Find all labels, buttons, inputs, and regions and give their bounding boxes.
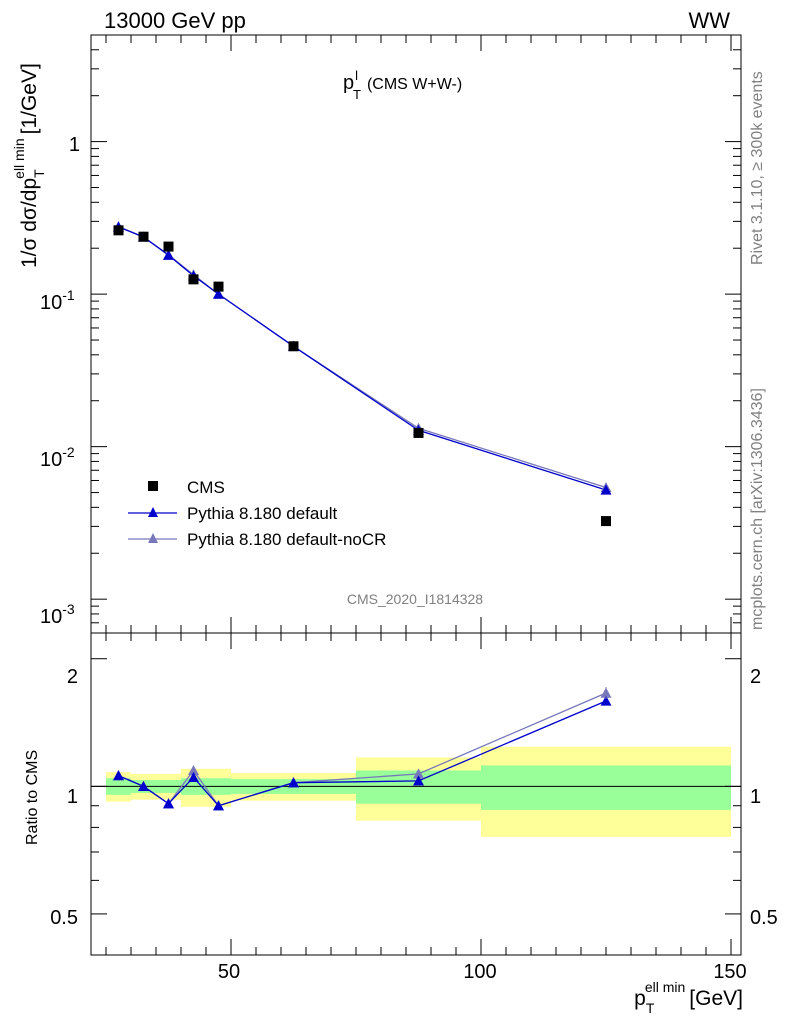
ratio-series-0-point-2 <box>163 798 174 809</box>
ratio-axis-ticks <box>91 633 741 956</box>
ratio-ytick-1-right: 1 <box>750 786 761 808</box>
ratio-ytick-2-left: 2 <box>67 666 78 688</box>
xtick-label-100: 100 <box>463 961 496 983</box>
cms-point-3 <box>188 274 199 285</box>
legend-label-default: Pythia 8.180 default <box>187 504 338 523</box>
cms-point-7 <box>601 516 611 527</box>
cms-point-5 <box>288 341 299 352</box>
ytick-label-1: 1 <box>69 134 80 156</box>
series-1-point-2 <box>163 249 174 260</box>
ratio-ytick-05-left: 0.5 <box>50 907 78 929</box>
series-1-point-7 <box>600 484 612 495</box>
ratio-ylabel: Ratio to CMS <box>24 750 41 845</box>
ratio-ytick-1-left: 1 <box>67 786 78 808</box>
legend-label-nocr: Pythia 8.180 default-noCR <box>187 530 386 549</box>
series-line-1 <box>118 226 607 491</box>
analysis-watermark: CMS_2020_I1814328 <box>347 591 483 607</box>
plot-title: pl T(CMS W+W-) <box>343 68 462 102</box>
legend-marker-nocr <box>148 533 158 543</box>
inner-band-7 <box>481 765 731 810</box>
series-1-point-4 <box>213 288 224 299</box>
cms-point-1 <box>138 231 149 242</box>
ytick-label-0.01: 10-2 <box>40 444 75 471</box>
ratio-data-layer <box>91 687 741 837</box>
main-ylabel: 1/σ dσ/dpTell min[1/GeV] <box>11 63 47 268</box>
cms-point-4 <box>213 281 224 292</box>
cms-point-2 <box>163 241 174 252</box>
main-panel: pl T(CMS W+W-) 1 10-1 10-2 10-3 1/σ dσ/dp… <box>11 34 742 634</box>
ratio-series-0-point-7 <box>600 695 612 706</box>
legend: CMS Pythia 8.180 default Pythia 8.180 de… <box>128 478 386 549</box>
legend-label-cms: CMS <box>187 478 225 497</box>
ratio-ytick-2-right: 2 <box>750 666 761 688</box>
ytick-label-0.1: 10-1 <box>40 287 75 314</box>
xtick-label-50: 50 <box>218 961 240 983</box>
series-line-2 <box>118 225 607 489</box>
xlabel: pTell min [GeV] <box>634 979 743 1016</box>
ratio-ytick-05-right: 0.5 <box>750 907 778 929</box>
cms-point-6 <box>413 427 424 438</box>
header-right: WW <box>688 8 730 33</box>
xtick-label-150: 150 <box>713 961 746 983</box>
ratio-series-1-point-3 <box>188 764 199 776</box>
ratio-frame <box>90 632 742 956</box>
cms-point-0 <box>113 225 124 236</box>
ytick-label-0.001: 10-3 <box>40 601 75 628</box>
legend-marker-cms <box>148 481 158 491</box>
rivet-label: Rivet 3.1.10, ≥ 300k events <box>749 71 766 265</box>
ratio-series-0-point-6 <box>413 775 424 786</box>
ratio-series-0-point-5 <box>288 777 299 788</box>
mcplots-label: mcplots.cern.ch [arXiv:1306.3436] <box>749 388 766 630</box>
ratio-series-1-point-6 <box>413 768 424 779</box>
header-left: 13000 GeV pp <box>104 8 246 33</box>
ratio-series-0-point-4 <box>213 800 224 811</box>
main-data-layer <box>113 221 612 527</box>
ratio-panel: 2 1 0.5 2 1 0.5 Ratio to CMS 50 100 150 … <box>24 632 778 1016</box>
ratio-series-0-point-3 <box>188 771 199 783</box>
legend-marker-default <box>148 507 158 517</box>
ratio-series-0-point-0 <box>113 770 124 781</box>
ratio-series-0-point-1 <box>138 780 149 792</box>
